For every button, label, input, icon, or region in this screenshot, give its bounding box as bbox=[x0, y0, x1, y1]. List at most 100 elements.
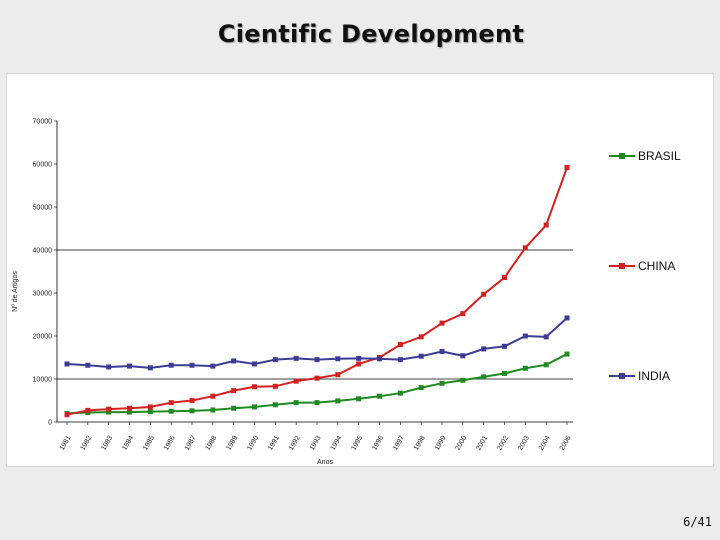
data-point-india bbox=[189, 362, 195, 368]
data-point-india bbox=[252, 361, 257, 367]
data-point-china bbox=[397, 342, 403, 348]
data-point-brasil bbox=[147, 409, 153, 415]
data-point-brasil bbox=[272, 402, 278, 408]
x-tick-label: 1992 bbox=[288, 435, 302, 452]
y-tick-label: 10000 bbox=[33, 377, 53, 384]
data-point-brasil bbox=[189, 408, 195, 414]
data-point-india bbox=[502, 343, 507, 349]
data-point-brasil bbox=[252, 404, 257, 410]
axis-layer: 0 10000 20000 30000 40000 50000 60000 70000 1981… bbox=[12, 119, 573, 466]
data-point-china bbox=[460, 311, 466, 317]
data-point-india bbox=[460, 353, 466, 359]
line-chart: 0 10000 20000 30000 40000 50000 60000 70000 1981… bbox=[12, 119, 681, 467]
x-axis-title: Anos bbox=[317, 459, 333, 466]
data-point-india bbox=[210, 363, 216, 369]
data-point-china bbox=[64, 412, 70, 418]
data-point-brasil bbox=[356, 396, 362, 402]
data-point-brasil bbox=[293, 400, 299, 406]
legend-marker-brasil bbox=[619, 153, 625, 159]
x-tick-label: 2001 bbox=[475, 435, 489, 452]
x-tick-label: 1987 bbox=[184, 435, 198, 452]
data-point-brasil bbox=[231, 405, 237, 411]
data-point-china bbox=[564, 164, 570, 170]
data-point-china bbox=[168, 400, 174, 406]
y-tick-label: 60000 bbox=[33, 162, 53, 169]
chart-container: 0 10000 20000 30000 40000 50000 60000 70000 1981… bbox=[6, 73, 714, 467]
data-point-china bbox=[502, 275, 507, 281]
x-tick-label: 1997 bbox=[392, 435, 406, 452]
y-tick-label: 40000 bbox=[33, 248, 53, 255]
x-tick-label: 1993 bbox=[309, 435, 323, 452]
data-point-china bbox=[189, 398, 195, 403]
data-point-brasil bbox=[564, 351, 570, 357]
legend-layer: BRASIL CHINA INDIA bbox=[609, 149, 681, 383]
x-tick-label: 1983 bbox=[100, 435, 114, 452]
data-point-india bbox=[64, 361, 70, 367]
data-point-brasil bbox=[522, 365, 528, 371]
data-point-china bbox=[314, 375, 320, 381]
data-point-china bbox=[522, 245, 528, 251]
data-point-india bbox=[481, 346, 487, 352]
data-point-india bbox=[293, 355, 299, 361]
data-point-china bbox=[272, 383, 278, 389]
data-point-india bbox=[272, 357, 278, 363]
y-axis-title: Nº de Artigos bbox=[12, 271, 19, 312]
legend-label-brasil: BRASIL bbox=[638, 149, 681, 163]
x-tick-label: 2006 bbox=[559, 435, 573, 452]
x-tick-label: 2000 bbox=[455, 435, 469, 452]
data-point-india bbox=[439, 348, 445, 354]
data-point-india bbox=[564, 315, 570, 321]
y-tick-label: 0 bbox=[48, 420, 52, 427]
data-point-india bbox=[397, 357, 403, 363]
data-point-brasil bbox=[397, 390, 403, 396]
x-tick-label: 2004 bbox=[538, 435, 552, 452]
data-point-brasil bbox=[314, 400, 320, 406]
data-point-china bbox=[210, 393, 216, 399]
slide-title: Cientific Development bbox=[217, 20, 525, 48]
data-point-brasil bbox=[439, 380, 445, 386]
x-tick-label: 1985 bbox=[142, 435, 156, 452]
data-point-china bbox=[481, 291, 487, 297]
data-point-india bbox=[377, 356, 382, 362]
series-layer bbox=[64, 164, 570, 418]
x-tick-label: 1999 bbox=[434, 435, 448, 452]
x-tick-label: 1989 bbox=[225, 435, 239, 452]
legend-marker-china bbox=[619, 263, 625, 269]
data-point-china bbox=[335, 372, 341, 378]
data-point-brasil bbox=[502, 370, 507, 376]
data-point-india bbox=[106, 364, 112, 370]
data-point-china bbox=[252, 384, 257, 390]
data-point-brasil bbox=[168, 408, 174, 414]
legend-label-india: INDIA bbox=[638, 369, 670, 383]
x-tick-label: 1994 bbox=[330, 435, 344, 452]
legend-label-china: CHINA bbox=[638, 259, 675, 273]
x-tick-label: 1990 bbox=[246, 435, 260, 452]
data-point-china bbox=[439, 320, 445, 326]
data-point-india bbox=[418, 353, 424, 359]
data-point-india bbox=[522, 333, 528, 339]
data-point-brasil bbox=[377, 393, 382, 399]
data-point-india bbox=[314, 357, 320, 363]
x-tick-label: 1982 bbox=[80, 435, 94, 452]
data-point-china bbox=[293, 378, 299, 384]
data-point-china bbox=[356, 361, 362, 367]
data-point-brasil bbox=[418, 385, 424, 391]
x-tick-label: 1984 bbox=[121, 435, 135, 452]
data-point-india bbox=[335, 356, 341, 362]
data-point-india bbox=[356, 355, 362, 361]
data-point-china bbox=[543, 222, 549, 228]
y-tick-label: 70000 bbox=[33, 119, 53, 126]
data-point-china bbox=[147, 404, 153, 410]
data-point-india bbox=[127, 363, 132, 369]
data-point-brasil bbox=[210, 407, 216, 413]
data-point-india bbox=[231, 358, 237, 364]
x-tick-label: 2003 bbox=[517, 435, 531, 452]
data-point-china bbox=[85, 407, 91, 413]
x-tick-label: 2002 bbox=[496, 435, 510, 452]
y-tick-label: 30000 bbox=[33, 291, 53, 298]
x-tick-label: 1991 bbox=[267, 435, 281, 452]
data-point-india bbox=[147, 365, 153, 371]
x-tick-label: 1988 bbox=[205, 435, 219, 452]
data-point-brasil bbox=[543, 362, 549, 368]
data-point-china bbox=[231, 388, 237, 394]
